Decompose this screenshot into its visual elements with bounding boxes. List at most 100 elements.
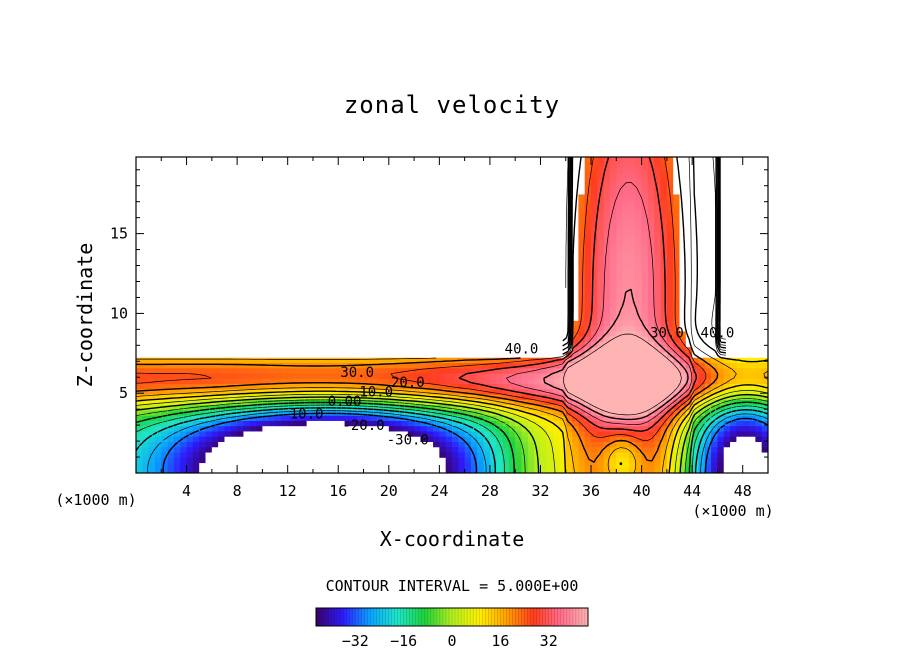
field-cell	[363, 225, 371, 232]
field-cell	[224, 441, 232, 448]
field-cell	[502, 236, 510, 242]
field-cell	[628, 272, 636, 279]
field-cell	[275, 188, 282, 195]
field-cell	[527, 441, 535, 448]
field-cell	[470, 378, 478, 385]
field-cell	[350, 167, 358, 174]
field-cell	[483, 199, 491, 205]
field-cell	[464, 446, 472, 453]
field-cell	[572, 157, 579, 163]
field-cell	[136, 188, 143, 195]
field-cell	[597, 367, 605, 374]
field-cell	[369, 220, 377, 227]
field-cell	[395, 162, 403, 169]
field-cell	[470, 225, 478, 232]
field-cell	[363, 446, 371, 453]
field-cell	[388, 467, 396, 473]
field-cell	[357, 225, 365, 232]
field-cell	[546, 220, 554, 227]
field-cell	[249, 230, 257, 237]
field-cell	[186, 209, 194, 216]
field-cell	[180, 409, 188, 416]
field-cell	[534, 446, 542, 453]
field-cell	[363, 157, 371, 163]
field-cell	[433, 383, 440, 390]
field-cell	[237, 267, 245, 274]
field-cell	[578, 367, 586, 374]
field-cell	[622, 278, 630, 284]
field-cell	[464, 167, 472, 174]
field-cell	[173, 457, 181, 464]
field-cell	[508, 420, 516, 427]
field-cell	[319, 457, 327, 464]
field-cell	[489, 162, 497, 169]
field-cell	[262, 346, 270, 353]
field-cell	[256, 236, 263, 242]
field-cell	[287, 330, 295, 337]
field-cell	[426, 309, 434, 316]
field-cell	[414, 299, 421, 306]
field-cell	[584, 378, 592, 385]
field-cell	[350, 193, 358, 200]
field-cell	[660, 441, 668, 448]
field-cell	[180, 236, 188, 242]
field-cell	[306, 172, 314, 179]
field-cell	[350, 425, 358, 432]
field-cell	[237, 430, 245, 437]
field-cell	[369, 451, 377, 458]
field-cell	[243, 425, 251, 432]
field-cell	[136, 283, 143, 290]
field-cell	[325, 383, 333, 390]
field-cell	[584, 172, 592, 179]
field-cell	[294, 267, 301, 274]
field-cell	[407, 330, 415, 337]
field-cell	[610, 436, 617, 442]
field-cell	[401, 399, 409, 406]
field-cell	[439, 225, 447, 232]
field-cell	[407, 383, 415, 390]
field-cell	[395, 362, 403, 369]
field-cell	[350, 162, 358, 169]
field-cell	[654, 378, 662, 385]
field-cell	[565, 462, 573, 469]
field-cell	[262, 172, 270, 179]
field-cell	[521, 178, 529, 184]
field-cell	[256, 372, 263, 379]
field-cell	[249, 309, 257, 316]
field-cell	[186, 193, 194, 200]
field-cell	[230, 309, 238, 316]
field-cell	[540, 162, 548, 169]
field-cell	[521, 436, 529, 442]
field-cell	[388, 193, 396, 200]
field-cell	[388, 336, 396, 342]
field-cell	[306, 204, 314, 211]
field-cell	[515, 193, 523, 200]
field-cell	[357, 383, 365, 390]
field-cell	[249, 267, 257, 274]
field-cell	[496, 467, 504, 473]
field-cell	[218, 430, 226, 437]
field-cell	[407, 267, 415, 274]
field-cell	[306, 462, 314, 469]
field-cell	[496, 425, 504, 432]
field-cell	[211, 188, 219, 195]
field-cell	[534, 241, 542, 248]
field-cell	[458, 467, 466, 473]
field-cell	[433, 214, 440, 221]
field-cell	[610, 383, 617, 390]
field-cell	[142, 388, 150, 395]
field-cell	[458, 394, 466, 400]
field-cell	[167, 462, 175, 469]
field-cell	[426, 293, 434, 300]
field-cell	[376, 309, 384, 316]
field-cell	[470, 404, 478, 411]
field-cell	[426, 415, 434, 421]
field-cell	[433, 283, 440, 290]
field-cell	[527, 467, 535, 473]
field-cell	[622, 204, 630, 211]
field-cell	[173, 299, 181, 306]
field-cell	[205, 446, 213, 453]
field-cell	[546, 378, 554, 385]
field-cell	[199, 462, 207, 469]
field-cell	[572, 357, 579, 363]
